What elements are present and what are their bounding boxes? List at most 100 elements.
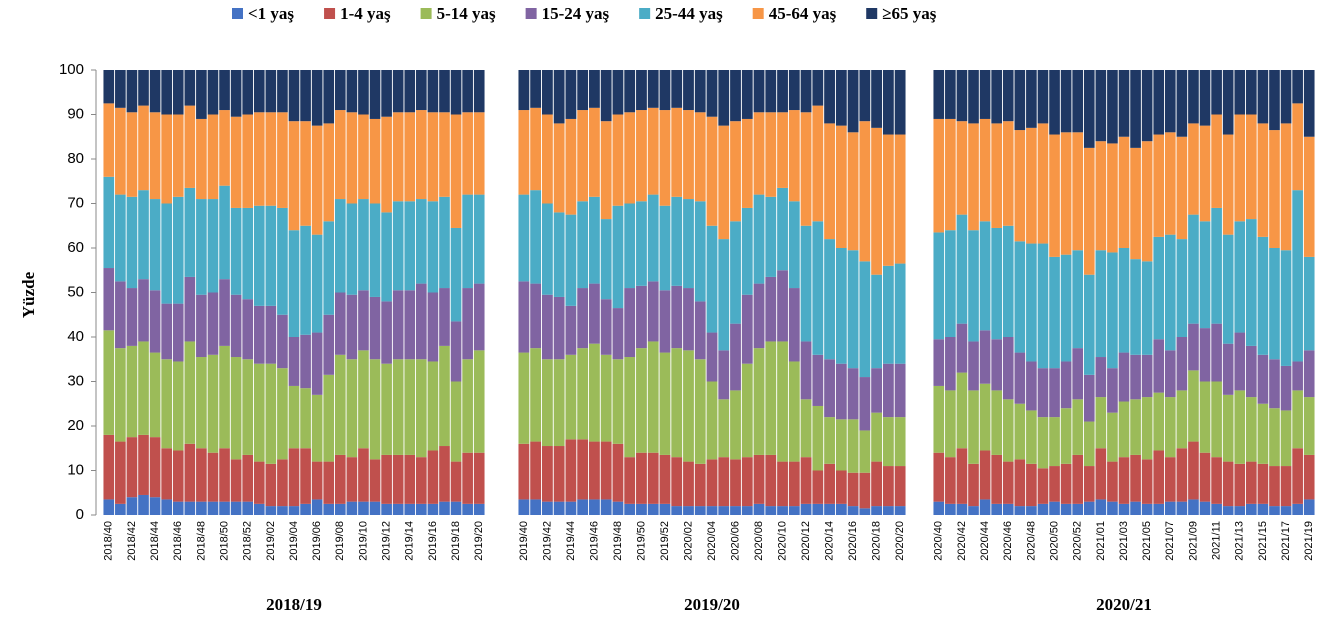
bar-segment — [659, 290, 671, 353]
bar-segment — [311, 70, 323, 126]
bar-segment — [765, 276, 777, 342]
bar-segment — [871, 412, 883, 462]
bar-segment — [518, 352, 530, 444]
bar-segment — [1153, 392, 1165, 451]
bar-segment — [979, 330, 991, 384]
bar-segment — [161, 203, 172, 304]
bar-segment — [346, 203, 358, 295]
bar-segment — [1176, 390, 1188, 449]
bar-segment — [991, 70, 1002, 124]
bar-segment — [1060, 408, 1072, 464]
bar-segment — [253, 503, 265, 515]
bar-segment — [381, 70, 392, 117]
x-tick-label: 2020/50 — [1048, 521, 1060, 561]
bar-segment — [1188, 370, 1199, 442]
bar-segment — [671, 196, 683, 286]
bar-segment — [358, 199, 369, 291]
bar-segment — [859, 261, 871, 378]
bar-segment — [126, 497, 138, 515]
y-tick-label: 100 — [59, 61, 84, 78]
bar-segment — [1257, 403, 1269, 464]
bar-segment — [1095, 70, 1107, 142]
bar-segment — [1014, 130, 1026, 242]
bar-segment — [1164, 234, 1176, 351]
bar-segment — [1257, 236, 1269, 355]
bar-segment — [1049, 134, 1060, 257]
bar-segment — [671, 348, 683, 458]
bar-segment — [1234, 221, 1246, 333]
bar-segment — [300, 225, 311, 335]
bar-segment — [115, 194, 126, 282]
bar-segment — [800, 70, 812, 113]
bar-segment — [1095, 499, 1107, 515]
bar-segment — [462, 452, 473, 504]
bar-segment — [311, 234, 323, 333]
bar-segment — [1118, 457, 1130, 504]
bar-segment — [253, 70, 265, 113]
bar-segment — [311, 461, 323, 500]
bar-segment — [659, 352, 671, 455]
bar-segment — [624, 503, 636, 515]
bar-segment — [730, 70, 741, 122]
bar-segment — [1292, 448, 1303, 504]
bar-segment — [1280, 123, 1292, 251]
bar-segment — [788, 288, 800, 362]
y-axis-label: Yüzde — [19, 271, 38, 318]
bar-segment — [812, 405, 824, 471]
bar-segment — [427, 112, 439, 202]
bar-segment — [1199, 125, 1211, 222]
bar-segment — [1234, 114, 1246, 222]
bar-segment — [1118, 503, 1130, 515]
bar-segment — [288, 385, 300, 449]
bar-segment — [800, 341, 812, 400]
bar-segment — [103, 176, 115, 269]
panel-title: 2020/21 — [1096, 595, 1152, 614]
bar-segment — [694, 201, 706, 302]
bar-segment — [1026, 506, 1037, 515]
legend-swatch — [525, 8, 537, 19]
bar-segment — [115, 348, 126, 442]
bar-segment — [207, 292, 219, 355]
bar-segment — [553, 501, 565, 515]
bar-segment — [894, 417, 906, 467]
y-tick-label: 20 — [67, 417, 84, 434]
bar-segment — [991, 454, 1002, 504]
x-tick-label: 2018/46 — [172, 521, 184, 561]
bar-segment — [1014, 70, 1026, 131]
bar-segment — [253, 205, 265, 306]
bar-segment — [659, 70, 671, 111]
bar-segment — [956, 323, 968, 373]
bar-segment — [694, 70, 706, 113]
legend-label: 25-44 yaş — [655, 4, 723, 23]
bar-segment — [462, 288, 473, 360]
bar-segment — [277, 368, 288, 460]
bar-segment — [416, 110, 427, 200]
bar-segment — [462, 70, 473, 113]
bar-segment — [1026, 463, 1037, 507]
x-tick-label: 2019/18 — [450, 521, 462, 561]
x-tick-label: 2019/40 — [518, 521, 530, 561]
bar-segment — [741, 294, 753, 364]
bar-segment — [1211, 207, 1222, 324]
bar-segment — [1118, 401, 1130, 458]
bar-segment — [1199, 221, 1211, 329]
bar-segment — [1037, 368, 1049, 418]
bar-segment — [933, 339, 945, 386]
bar-segment — [311, 332, 323, 395]
bar-segment — [1211, 457, 1222, 504]
bar-segment — [671, 107, 683, 197]
bar-segment — [1060, 70, 1072, 133]
x-tick-label: 2019/48 — [612, 521, 624, 561]
x-tick-label: 2018/44 — [149, 521, 161, 561]
bar-segment — [358, 350, 369, 449]
bar-segment — [439, 288, 450, 346]
bar-segment — [541, 203, 553, 295]
bar-segment — [265, 363, 277, 464]
bar-segment — [358, 448, 369, 502]
bar-segment — [683, 288, 694, 351]
x-tick-label: 2020/14 — [823, 521, 835, 561]
bar-segment — [439, 196, 450, 289]
bar-segment — [1014, 403, 1026, 460]
bar-segment — [473, 70, 485, 113]
bar-segment — [196, 199, 207, 295]
